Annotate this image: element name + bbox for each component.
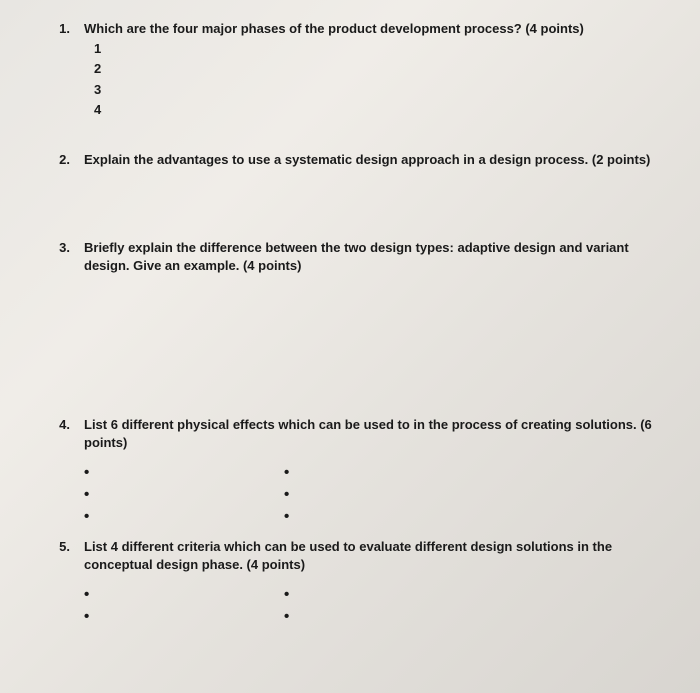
question-text: List 4 different criteria which can be u… [84,538,670,574]
question-text: Explain the advantages to use a systemat… [84,151,670,169]
answer-blanks: 1 2 3 4 [84,40,670,119]
exam-sheet: 1.Which are the four major phases of the… [0,0,700,693]
question-number: 1. [30,20,84,121]
bullet-columns [84,584,670,628]
question-number: 3. [30,239,84,275]
bullet-column [84,584,284,628]
bullet-column [84,462,284,528]
question: 5.List 4 different criteria which can be… [30,538,670,628]
bullet-point [84,462,284,484]
bullet-point [84,606,284,628]
bullet-point [284,484,484,506]
question-body: List 6 different physical effects which … [84,416,670,528]
question-number: 5. [30,538,84,628]
answer-space [30,121,670,151]
question-text: Which are the four major phases of the p… [84,20,670,38]
bullet-column [284,584,484,628]
bullet-point [284,462,484,484]
bullet-point [84,584,284,606]
answer-blank: 2 [84,60,670,78]
question-body: Explain the advantages to use a systemat… [84,151,670,169]
answer-blank: 1 [84,40,670,58]
bullet-point [284,606,484,628]
bullet-point [284,584,484,606]
bullet-point [84,484,284,506]
bullet-columns [84,462,670,528]
answer-blank: 3 [84,81,670,99]
question-text: List 6 different physical effects which … [84,416,670,452]
question: 2.Explain the advantages to use a system… [30,151,670,169]
answer-space [30,528,670,538]
bullet-column [284,462,484,528]
question-body: Which are the four major phases of the p… [84,20,670,121]
bullet-point [84,506,284,528]
answer-blank: 4 [84,101,670,119]
question-body: Briefly explain the difference between t… [84,239,670,275]
question-number: 2. [30,151,84,169]
question: 4.List 6 different physical effects whic… [30,416,670,528]
question: 3.Briefly explain the difference between… [30,239,670,275]
answer-space [30,276,670,416]
question: 1.Which are the four major phases of the… [30,20,670,121]
question-body: List 4 different criteria which can be u… [84,538,670,628]
question-text: Briefly explain the difference between t… [84,239,670,275]
question-number: 4. [30,416,84,528]
bullet-point [284,506,484,528]
answer-space [30,169,670,239]
